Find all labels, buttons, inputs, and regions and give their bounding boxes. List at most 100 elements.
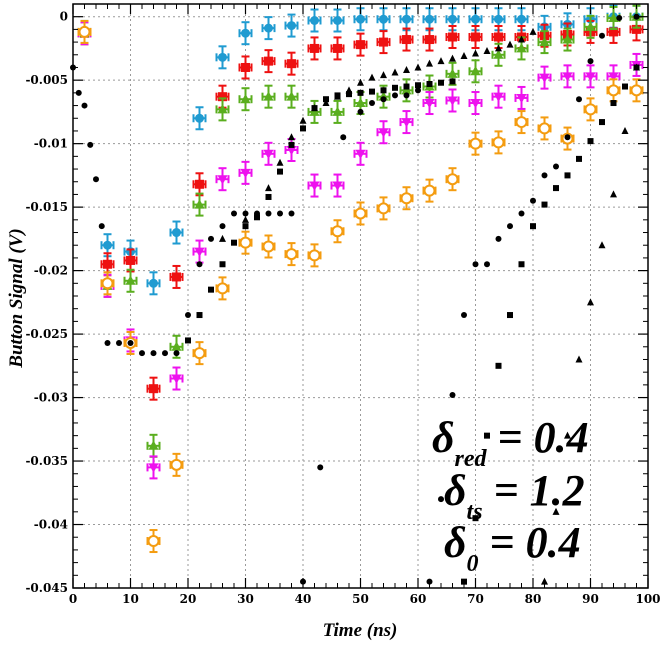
data-point [146, 376, 161, 401]
data-point [422, 91, 437, 116]
marker [262, 240, 275, 253]
data-point [468, 91, 483, 116]
data-point [610, 100, 617, 107]
marker [239, 236, 252, 249]
data-point [392, 92, 398, 99]
marker [609, 27, 618, 37]
data-point [307, 36, 322, 61]
data-point [146, 455, 161, 480]
data-point [576, 155, 582, 162]
data-point [530, 197, 536, 204]
data-point [403, 92, 410, 99]
data-point [254, 214, 260, 221]
marker [585, 72, 596, 82]
marker [195, 179, 204, 189]
data-point [75, 89, 82, 96]
data-point [150, 350, 157, 357]
data-point [369, 88, 375, 95]
annotation-1: δred = 0.4 [432, 413, 589, 472]
data-point [472, 515, 479, 522]
marker [217, 103, 228, 114]
data-point [449, 78, 456, 85]
axis-ticks [72, 3, 649, 589]
marker [147, 535, 160, 548]
data-point [288, 141, 295, 148]
y-tick-label: -0.04 [34, 518, 68, 532]
data-point [357, 89, 364, 96]
marker [400, 192, 413, 205]
marker [285, 248, 298, 261]
marker [355, 149, 366, 160]
data-point [334, 92, 341, 100]
data-point [422, 27, 437, 52]
data-point [553, 185, 559, 192]
data-point [622, 83, 628, 90]
marker [539, 36, 550, 47]
data-point [346, 91, 352, 98]
data-point [380, 96, 387, 103]
data-point [529, 27, 537, 35]
data-point [437, 57, 445, 65]
data-point [376, 7, 391, 32]
data-point [426, 80, 433, 87]
data-point [518, 35, 525, 43]
marker [78, 25, 91, 38]
data-point [192, 341, 207, 366]
data-point [192, 172, 207, 197]
data-point [231, 239, 237, 246]
annotation-block: δred = 0.4 δts = 1.2 δ0 = 0.4 [432, 413, 589, 577]
data-point [242, 215, 249, 223]
y-tick-label: -0.015 [25, 200, 68, 214]
data-point [208, 235, 214, 242]
marker [149, 278, 158, 288]
data-point [484, 261, 490, 268]
data-point [468, 131, 483, 156]
data-point [322, 99, 330, 107]
data-point [81, 102, 88, 109]
data-point [541, 172, 548, 179]
data-point [518, 210, 525, 217]
data-point [564, 431, 571, 439]
x-tick-label: 50 [352, 592, 369, 606]
data-point [265, 193, 272, 200]
marker [148, 463, 159, 473]
data-point [146, 529, 161, 554]
marker [447, 68, 458, 78]
data-point [238, 87, 253, 112]
data-point [426, 59, 433, 67]
data-point [208, 286, 214, 293]
data-point [93, 176, 99, 183]
series-4 [77, 19, 644, 554]
data-point [606, 64, 621, 89]
data-point [514, 110, 529, 135]
data-point [583, 97, 598, 122]
x-tick-label: 0 [69, 592, 77, 606]
marker [402, 35, 411, 45]
data-point [629, 78, 644, 103]
y-tick-label: -0.045 [25, 581, 68, 595]
marker [195, 113, 204, 123]
data-point [461, 312, 467, 319]
marker [377, 202, 390, 215]
marker [401, 84, 412, 95]
marker [103, 259, 112, 269]
data-point [261, 234, 276, 259]
data-point [422, 7, 437, 32]
data-point [123, 248, 138, 273]
data-point [261, 84, 276, 109]
data-point [560, 64, 575, 89]
marker [379, 37, 388, 47]
marker [216, 282, 229, 295]
data-point [514, 85, 529, 110]
data-point [369, 100, 375, 107]
marker [171, 341, 182, 351]
marker [516, 42, 527, 53]
marker [354, 207, 367, 220]
y-tick-label: -0.035 [25, 454, 68, 468]
marker [332, 181, 343, 192]
data-point [169, 452, 184, 477]
data-point [460, 52, 468, 60]
marker [447, 96, 458, 106]
marker [149, 384, 158, 394]
